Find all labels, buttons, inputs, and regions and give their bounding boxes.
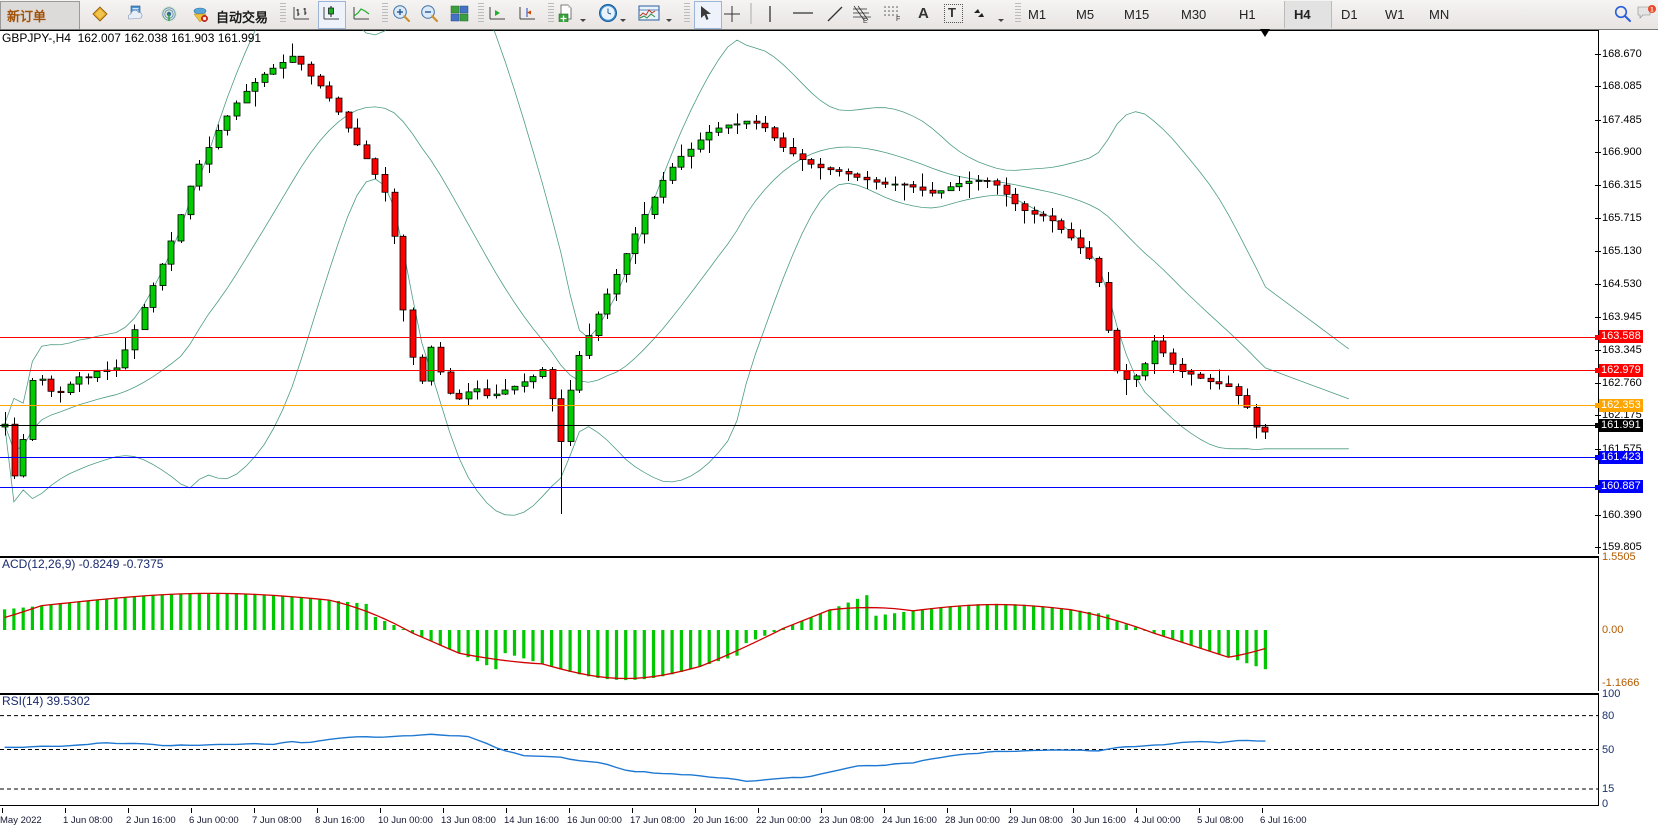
svg-text:E: E	[863, 18, 868, 24]
svg-text:F: F	[896, 16, 900, 22]
